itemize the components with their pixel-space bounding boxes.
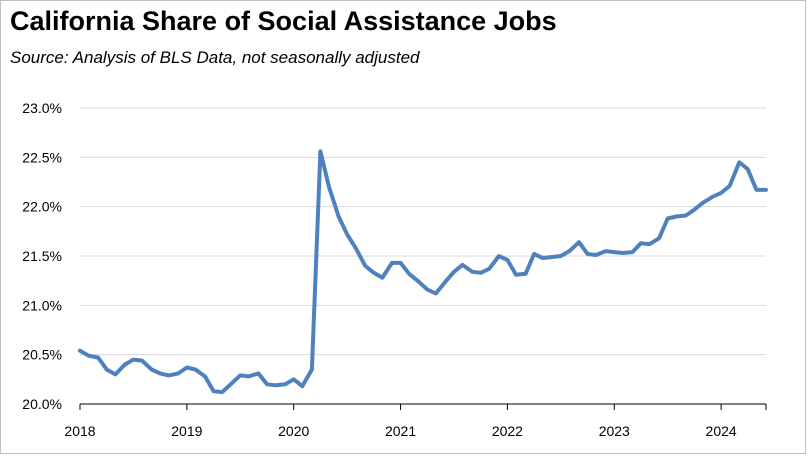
- grid-lines: [80, 107, 766, 356]
- x-tick-label: 2023: [599, 423, 630, 439]
- y-tick-label: 21.0%: [22, 297, 62, 313]
- series-line: [78, 149, 768, 395]
- chart-subtitle: Source: Analysis of BLS Data, not season…: [10, 48, 420, 67]
- y-axis-ticks: 20.0% 20.5% 21.0% 21.5% 22.0% 22.5% 23.0%: [22, 100, 62, 412]
- y-tick-label: 20.5%: [22, 347, 62, 363]
- x-tick-label: 2019: [171, 423, 202, 439]
- x-tick-label: 2020: [278, 423, 309, 439]
- y-tick-label: 23.0%: [22, 100, 62, 116]
- x-tick-label: 2018: [64, 423, 95, 439]
- x-axis-ticks: 2018 2019 2020 2021 2022 2023 2024: [64, 404, 767, 439]
- x-tick-label: 2024: [706, 423, 737, 439]
- x-tick-label: 2022: [492, 423, 523, 439]
- y-tick-label: 22.5%: [22, 149, 62, 165]
- y-tick-label: 21.5%: [22, 248, 62, 264]
- y-tick-label: 20.0%: [22, 396, 62, 412]
- x-tick-label: 2021: [385, 423, 416, 439]
- series-group: [78, 149, 768, 395]
- y-tick-label: 22.0%: [22, 199, 62, 215]
- chart-title: California Share of Social Assistance Jo…: [10, 6, 557, 36]
